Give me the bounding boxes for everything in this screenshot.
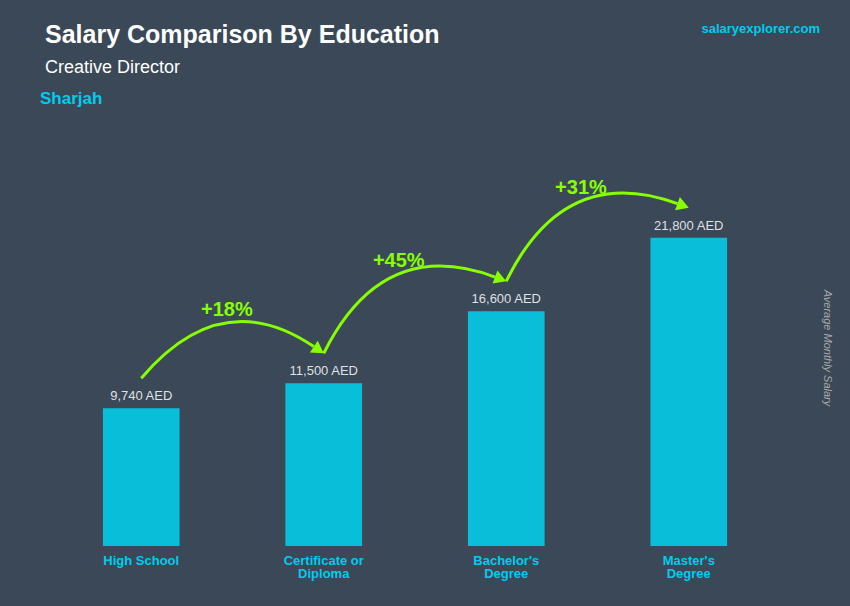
svg-text:+18%: +18% — [201, 298, 253, 320]
svg-text:Bachelor's: Bachelor's — [473, 553, 540, 568]
svg-text:+45%: +45% — [373, 249, 425, 271]
svg-text:Creative Director: Creative Director — [45, 57, 180, 77]
svg-text:High School: High School — [103, 553, 179, 568]
svg-text:Master's: Master's — [662, 553, 715, 568]
svg-text:Certificate or: Certificate or — [283, 553, 364, 568]
svg-text:21,800 AED: 21,800 AED — [654, 218, 723, 233]
svg-text:Diploma: Diploma — [298, 566, 350, 581]
svg-text:9,740 AED: 9,740 AED — [110, 388, 172, 403]
svg-text:salaryexplorer.com: salaryexplorer.com — [701, 21, 820, 36]
svg-text:Salary Comparison By Education: Salary Comparison By Education — [45, 20, 440, 48]
svg-text:11,500 AED: 11,500 AED — [290, 363, 358, 378]
svg-text:Degree: Degree — [667, 566, 711, 581]
svg-text:Average Monthly Salary: Average Monthly Salary — [822, 289, 834, 408]
svg-text:16,600 AED: 16,600 AED — [472, 291, 541, 306]
svg-text:Sharjah: Sharjah — [40, 89, 102, 108]
svg-text:+31%: +31% — [555, 176, 607, 198]
svg-text:Degree: Degree — [484, 566, 528, 581]
